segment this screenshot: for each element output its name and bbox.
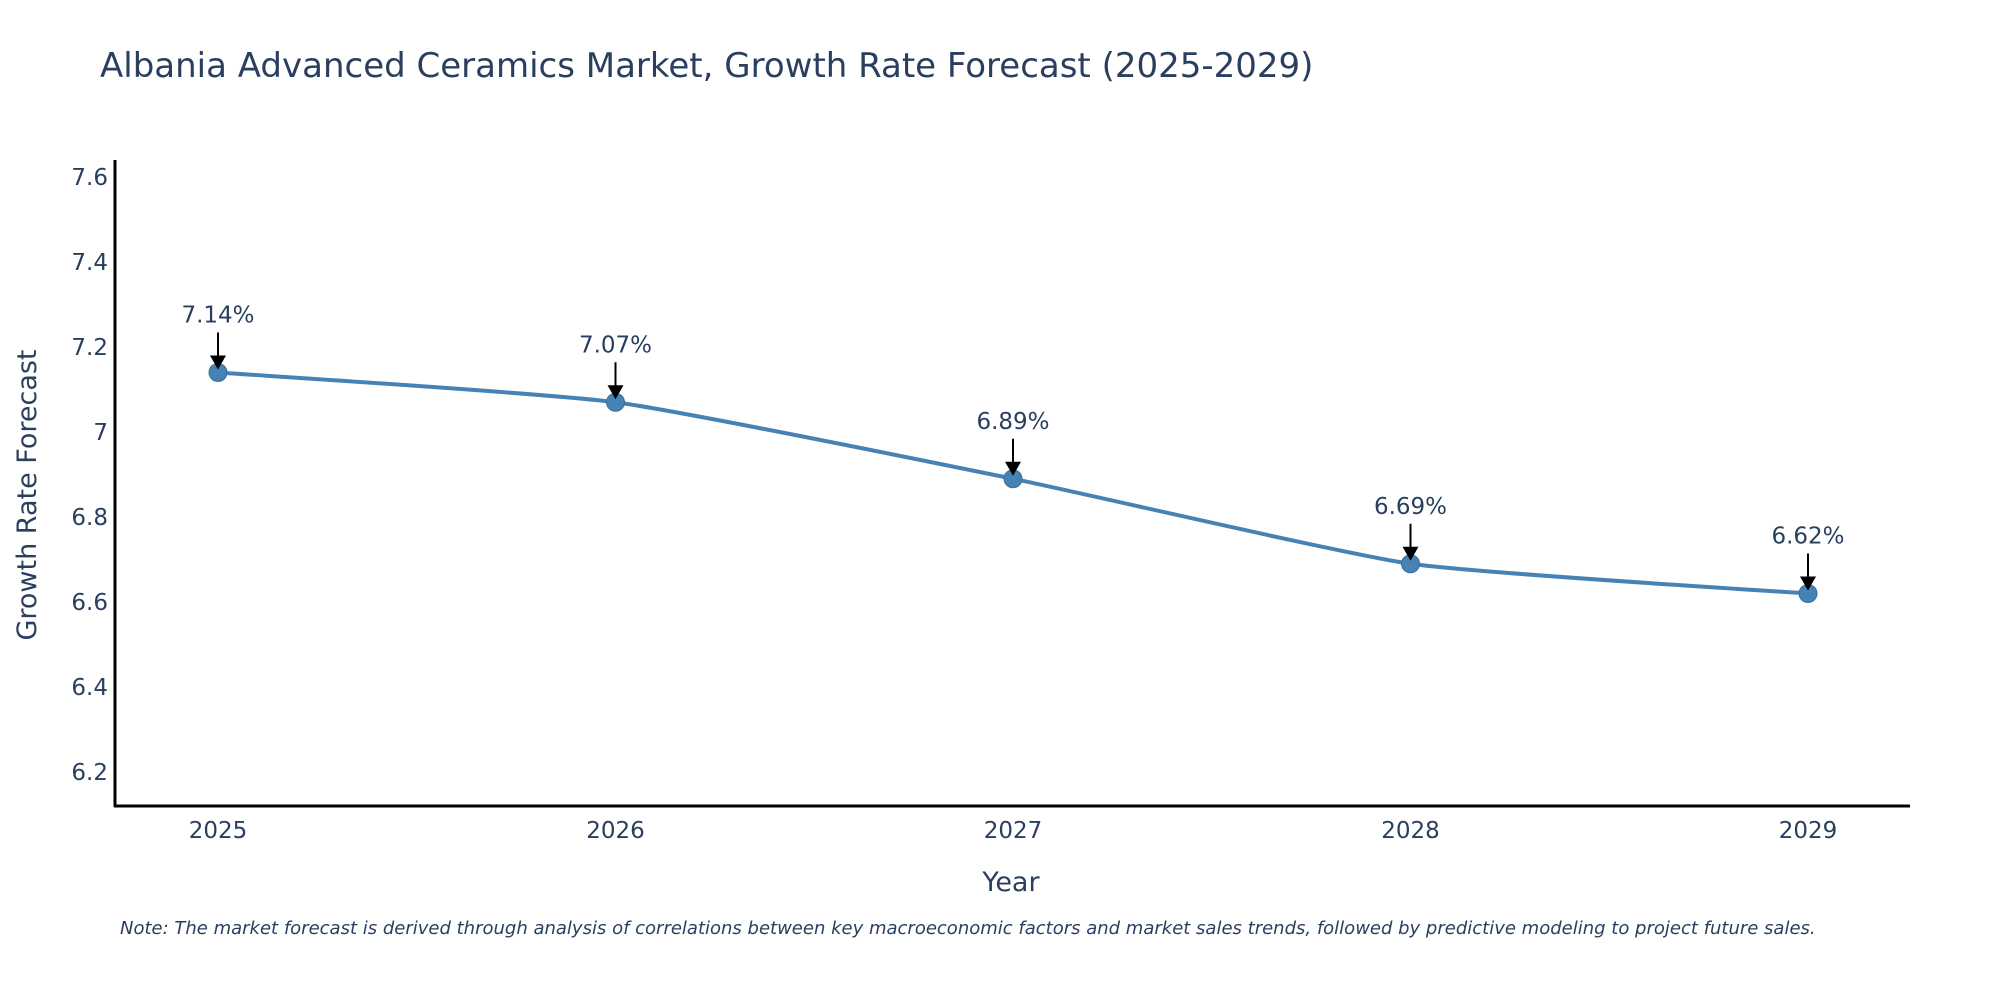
y-tick-label: 7 [93, 420, 108, 446]
y-tick-label: 6.4 [71, 675, 108, 701]
x-tick-labels: 2025 2026 2027 2028 2029 [189, 818, 1838, 844]
annotation-arrowhead [607, 385, 624, 400]
annotation-arrowhead [1402, 546, 1419, 561]
x-tick-label: 2027 [984, 818, 1043, 844]
footnote: Note: The market forecast is derived thr… [120, 918, 1816, 939]
y-tick-label: 6.2 [71, 760, 108, 786]
data-labels: 7.14% 7.07% 6.89% 6.69% 6.62% [181, 303, 1845, 591]
x-tick-label: 2029 [1779, 818, 1838, 844]
chart-title: Albania Advanced Ceramics Market, Growth… [100, 46, 1314, 86]
y-tick-label: 7.2 [71, 335, 108, 361]
x-tick-label: 2025 [189, 818, 248, 844]
axes [113, 160, 1910, 808]
data-label: 6.89% [976, 409, 1049, 435]
y-axis-title: Growth Rate Forecast [12, 349, 43, 640]
data-label: 6.62% [1771, 524, 1844, 550]
annotation-arrowhead [1005, 461, 1021, 476]
data-label: 7.14% [181, 303, 254, 329]
series-line-group [208, 363, 1818, 603]
data-label: 7.07% [579, 332, 652, 358]
y-tick-label: 6.8 [71, 505, 108, 531]
annotation-arrowhead [210, 355, 226, 370]
annotation-arrowhead [1800, 576, 1816, 591]
x-tick-label: 2028 [1381, 818, 1440, 844]
y-tick-labels: 6.2 6.4 6.6 6.8 7 7.2 7.4 7.6 [71, 165, 108, 786]
x-axis-title: Year [981, 867, 1040, 898]
y-tick-label: 7.6 [71, 165, 108, 191]
x-tick-label: 2026 [586, 818, 645, 844]
y-tick-label: 6.6 [71, 590, 108, 616]
y-tick-label: 7.4 [71, 250, 108, 276]
data-label: 6.69% [1374, 494, 1447, 520]
